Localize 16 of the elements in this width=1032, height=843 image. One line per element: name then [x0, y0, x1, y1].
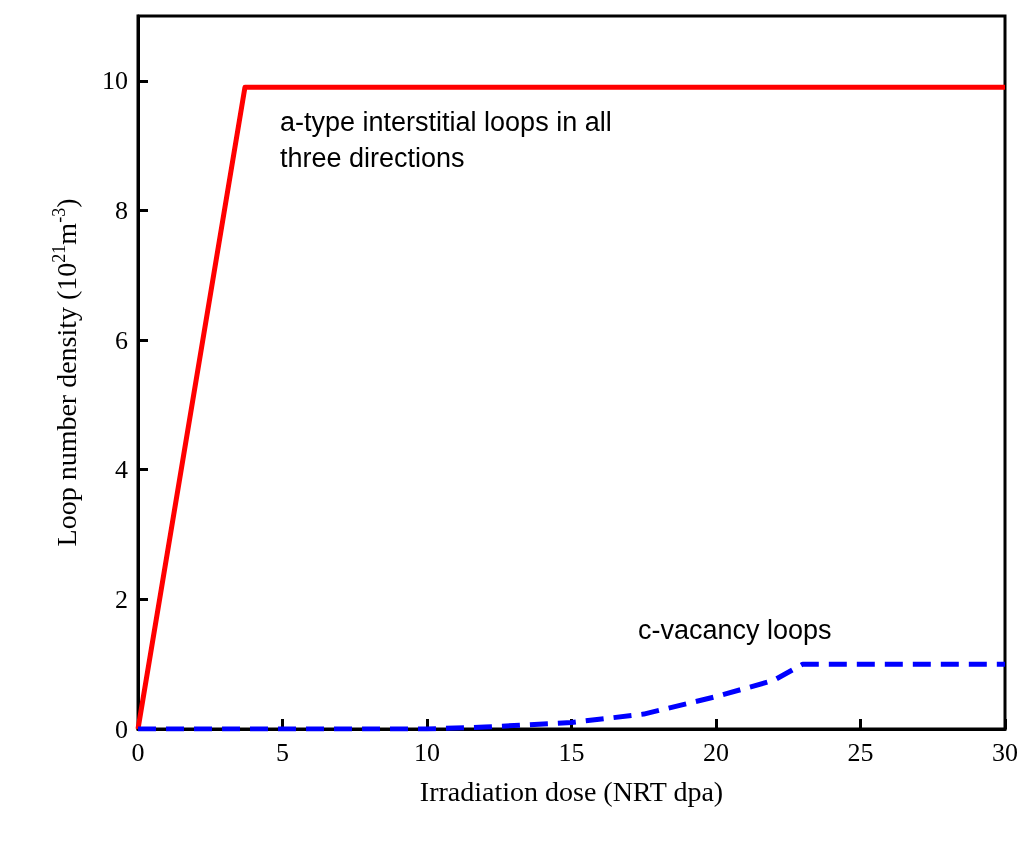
annotation: a-type interstitial loops in all three directions: [280, 107, 620, 173]
y-tick-label: 4: [115, 455, 128, 485]
y-axis-title: Loop number density (1021m-3): [49, 198, 82, 547]
y-tick-label: 0: [115, 714, 128, 744]
annotation: c-vacancy loops: [638, 615, 832, 645]
y-tick-label: 8: [115, 195, 128, 225]
x-tick-label: 15: [558, 737, 585, 767]
x-axis-title: Irradiation dose (NRT dpa): [419, 775, 724, 807]
y-tick-label: 2: [115, 584, 128, 614]
x-tick-label: 30: [992, 737, 1018, 767]
x-tick-label: 5: [276, 737, 289, 767]
y-tick-label: 6: [115, 325, 128, 355]
x-tick-label: 10: [414, 737, 440, 767]
y-tick-label: 10: [102, 66, 128, 96]
x-tick-label: 25: [847, 737, 874, 767]
x-tick-label: 20: [703, 737, 729, 767]
